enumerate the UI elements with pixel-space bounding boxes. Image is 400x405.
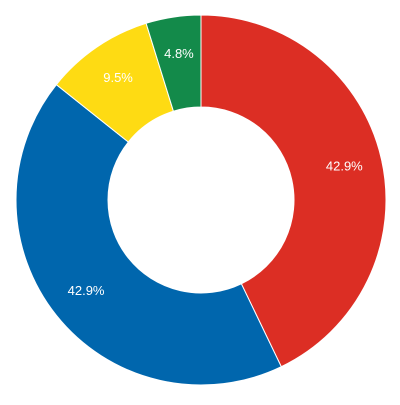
- slice-label: 9.5%: [103, 70, 133, 85]
- slice-label: 42.9%: [68, 283, 105, 298]
- donut-slice: [145, 14, 202, 112]
- slice-label: 42.9%: [326, 159, 363, 174]
- slice-label: 4.8%: [164, 46, 194, 61]
- donut-slice: [200, 14, 387, 368]
- donut-slice: [15, 83, 282, 386]
